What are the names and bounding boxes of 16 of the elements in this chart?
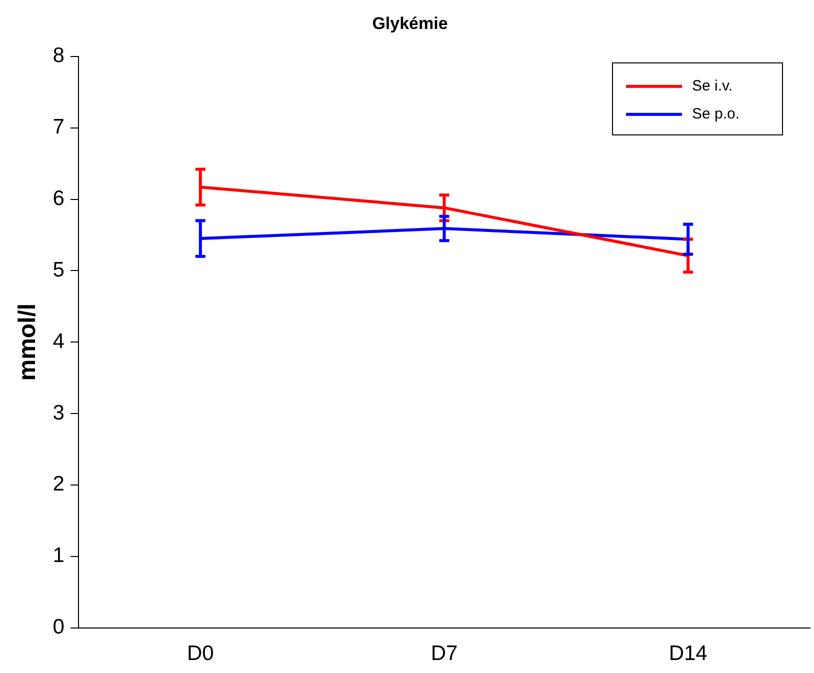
x-tick-label: D14 — [668, 642, 708, 666]
y-tick-label: 2 — [52, 472, 64, 496]
y-tick-label: 0 — [52, 616, 64, 639]
x-tick-label: D7 — [430, 642, 458, 666]
y-tick-label: 8 — [52, 44, 64, 68]
legend-label: Se i.v. — [692, 78, 733, 95]
chart-title: Glykémie — [372, 14, 448, 33]
y-axis-title: mmol/l — [14, 303, 42, 381]
y-tick-label: 3 — [52, 401, 64, 424]
y-tick-label: 5 — [52, 258, 64, 282]
legend-label: Se p.o. — [692, 106, 740, 123]
y-tick-label: 6 — [52, 187, 64, 210]
y-tick-label: 1 — [52, 544, 64, 568]
y-tick-label: 4 — [52, 330, 65, 353]
x-tick-label: D0 — [186, 642, 214, 666]
y-tick-label: 7 — [52, 116, 64, 139]
